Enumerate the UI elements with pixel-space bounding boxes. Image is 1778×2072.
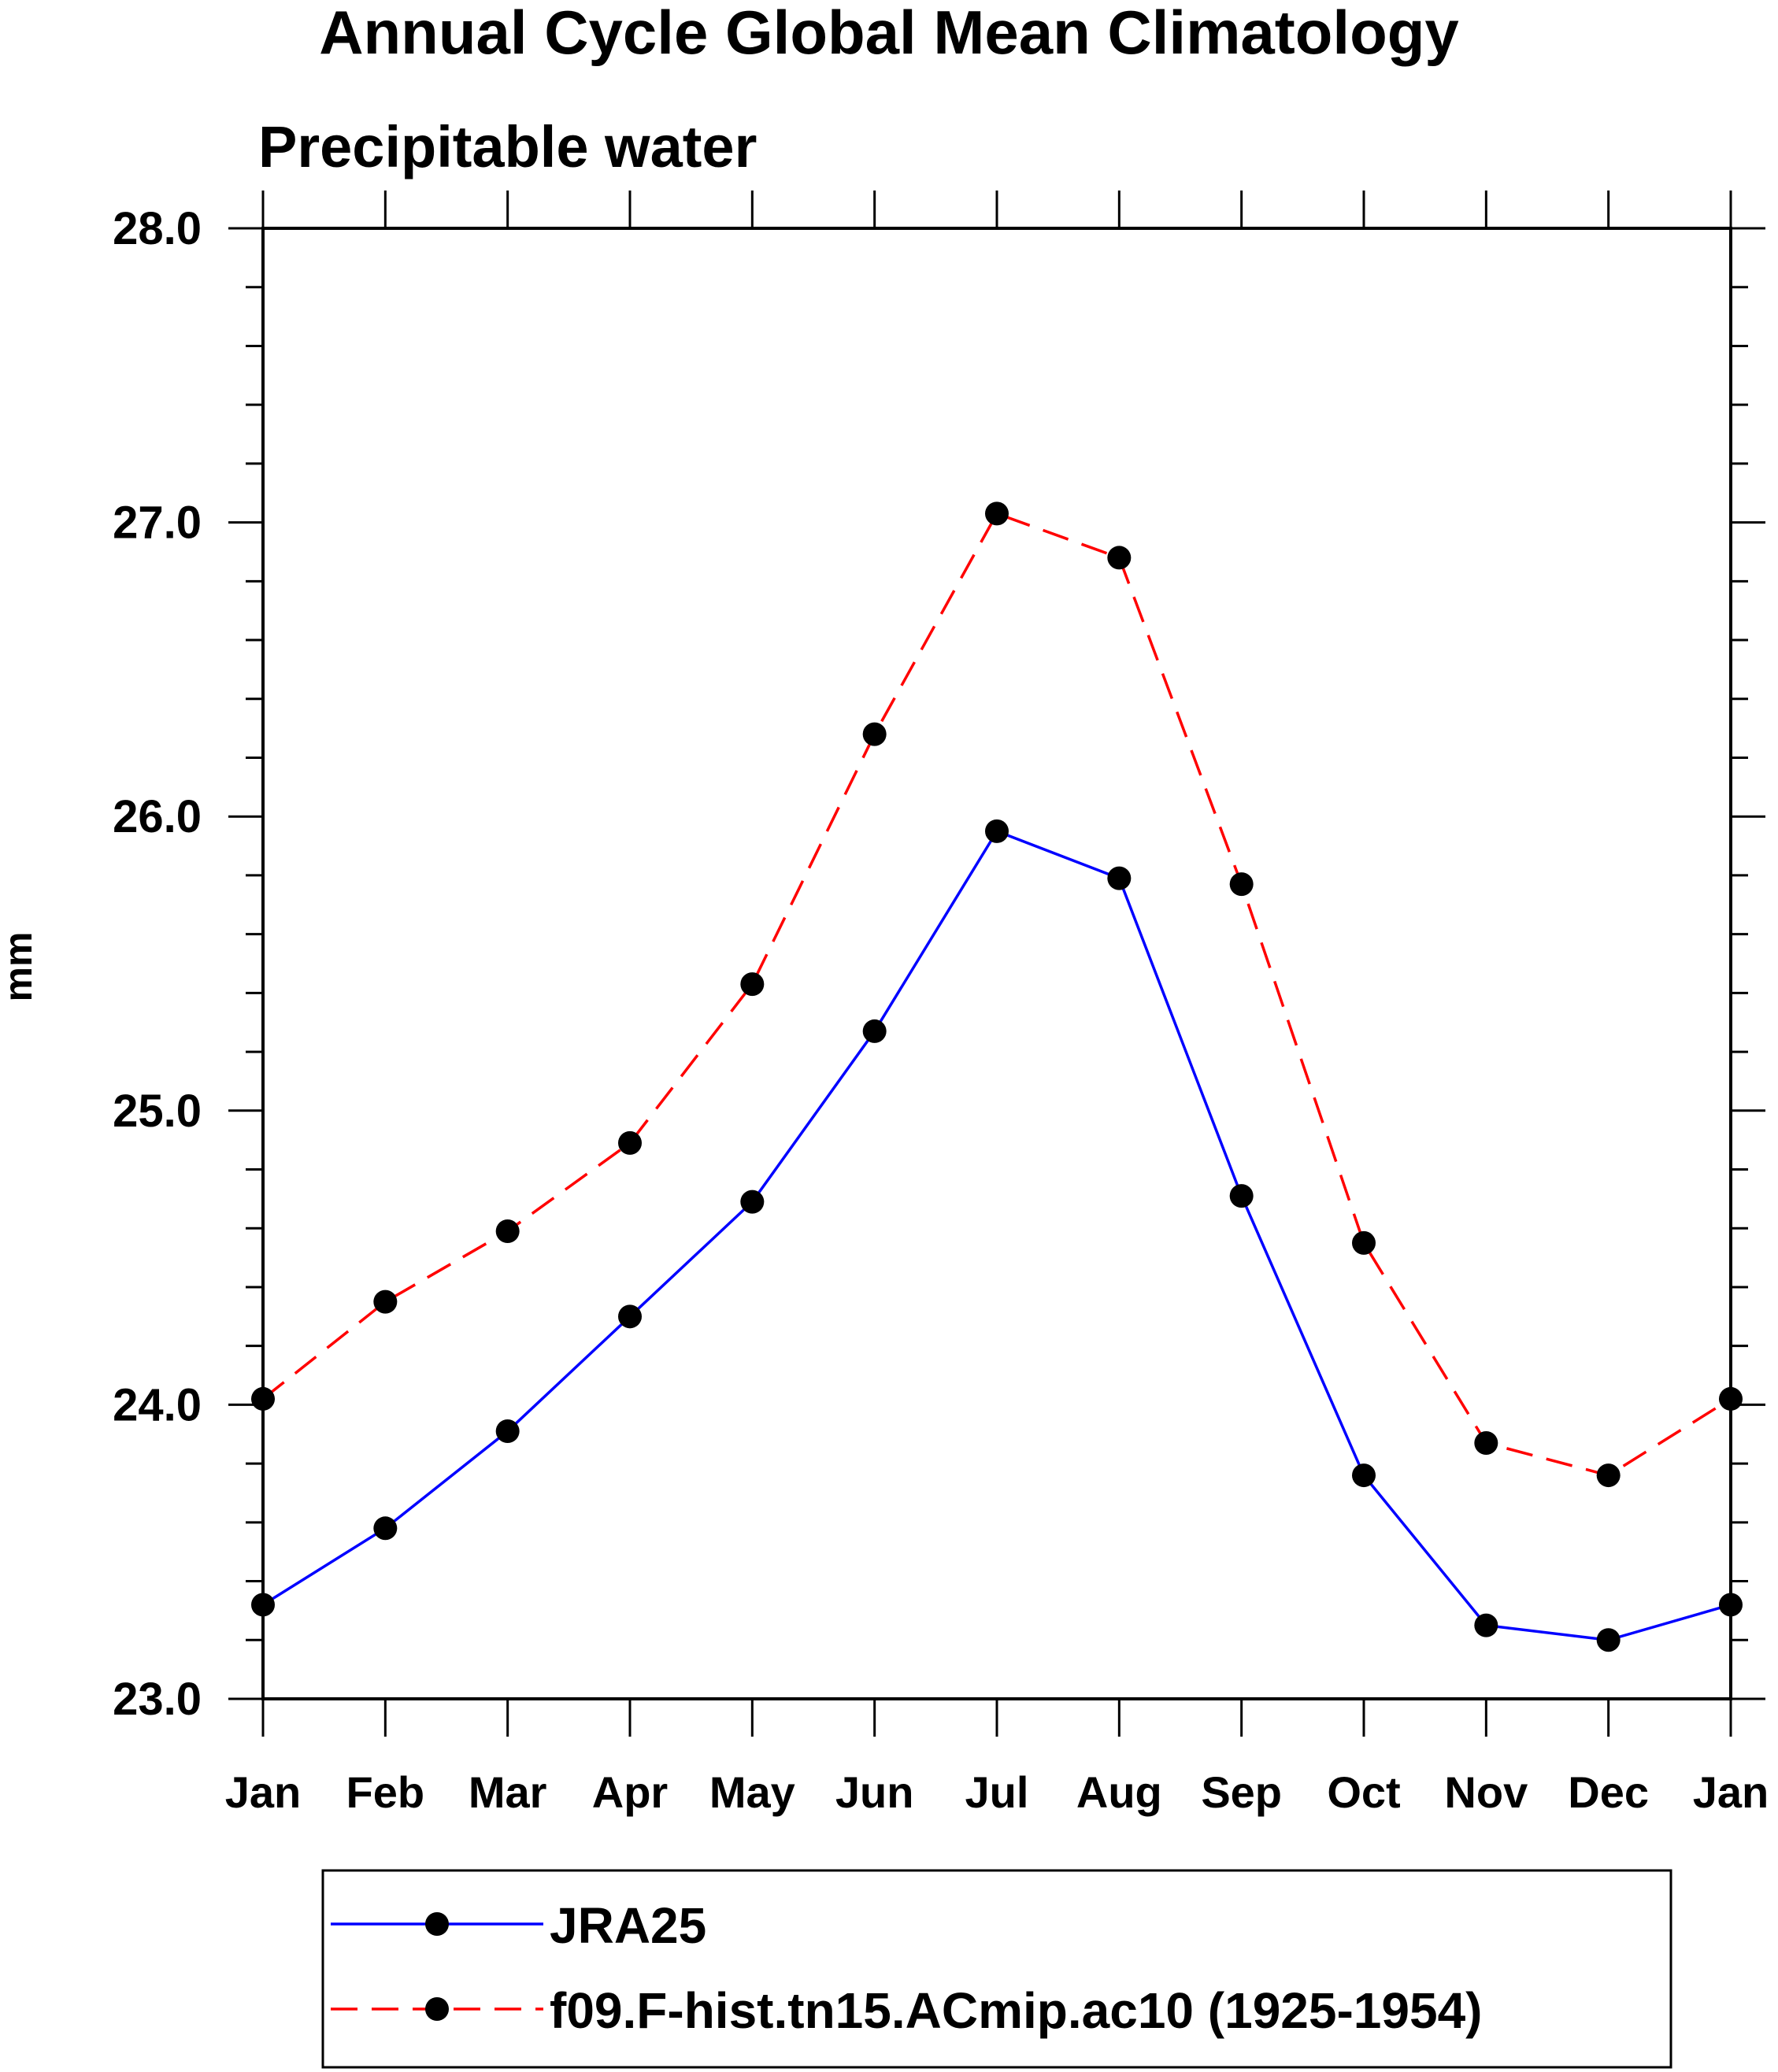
y-tick-label: 28.0 bbox=[113, 203, 202, 254]
x-tick-label: Apr bbox=[592, 1767, 668, 1817]
series-0-point bbox=[1352, 1463, 1376, 1488]
series-1-point bbox=[985, 501, 1009, 526]
series-1-point bbox=[1229, 872, 1254, 897]
series-0-point bbox=[740, 1190, 765, 1214]
series-1-point bbox=[740, 972, 765, 997]
y-tick-labels: 23.0 24.0 25.0 26.0 27.0 28.0 bbox=[113, 203, 202, 1725]
y-tick-label: 25.0 bbox=[113, 1086, 202, 1137]
series-1-point bbox=[862, 722, 887, 746]
series-1-point bbox=[1596, 1463, 1621, 1488]
series-1-point bbox=[1352, 1230, 1376, 1255]
series-0-point bbox=[1474, 1613, 1498, 1637]
y-tick-label: 24.0 bbox=[113, 1379, 202, 1430]
series-0-point bbox=[1107, 866, 1132, 890]
x-tick-label: Oct bbox=[1327, 1767, 1400, 1817]
series-0-point bbox=[985, 819, 1009, 843]
x-tick-label: Nov bbox=[1444, 1767, 1528, 1817]
chart-subtitle: Precipitable water bbox=[258, 114, 757, 179]
plot-area-frame bbox=[261, 227, 1732, 1700]
series-1-point bbox=[1107, 546, 1132, 570]
legend-box bbox=[321, 1869, 1672, 2069]
series-1-point bbox=[1719, 1386, 1743, 1411]
series-1-point bbox=[618, 1130, 642, 1155]
x-tick-label: Mar bbox=[469, 1767, 547, 1817]
x-tick-label: Sep bbox=[1201, 1767, 1282, 1817]
chart-title: Annual Cycle Global Mean Climatology bbox=[319, 0, 1459, 67]
axis-ticks bbox=[228, 191, 1765, 1737]
x-tick-label: May bbox=[709, 1767, 795, 1817]
legend-marker-1 bbox=[425, 1997, 449, 2021]
legend: JRA25 f09.F-hist.tn15.ACmip.ac10 (1925-19… bbox=[321, 1869, 1672, 2069]
series-0-point bbox=[862, 1019, 887, 1043]
y-tick-label: 23.0 bbox=[113, 1674, 202, 1725]
series-lines bbox=[261, 512, 1732, 1642]
y-axis-label: mm bbox=[0, 932, 40, 1002]
series-0-point bbox=[618, 1304, 642, 1329]
series-1-point bbox=[373, 1289, 398, 1314]
legend-label-0: JRA25 bbox=[550, 1897, 706, 1954]
series-1-point bbox=[1474, 1430, 1498, 1455]
series-0-point bbox=[495, 1419, 520, 1444]
y-tick-label: 27.0 bbox=[113, 498, 202, 549]
series-0-point bbox=[1229, 1184, 1254, 1208]
legend-marker-0 bbox=[425, 1912, 449, 1936]
series-1-point bbox=[495, 1219, 520, 1243]
x-tick-label: Dec bbox=[1568, 1767, 1649, 1817]
series-line-0 bbox=[262, 829, 1732, 1642]
x-tick-label: Feb bbox=[346, 1767, 425, 1817]
x-tick-labels: Jan Feb Mar Apr May Jun Jul Aug Sep Oct Nov Dec Jan bbox=[225, 1767, 1769, 1817]
y-tick-label: 26.0 bbox=[113, 791, 202, 842]
x-tick-label: Jan bbox=[225, 1767, 302, 1817]
x-tick-label: Jun bbox=[835, 1767, 914, 1817]
series-0-point bbox=[373, 1516, 398, 1541]
series-0-point bbox=[251, 1593, 275, 1617]
series-0-point bbox=[1719, 1593, 1743, 1617]
legend-label-1: f09.F-hist.tn15.ACmip.ac10 (1925-1954) bbox=[550, 1982, 1482, 2039]
x-tick-label: Jul bbox=[965, 1767, 1029, 1817]
series-1-point bbox=[251, 1386, 275, 1411]
x-tick-label: Jan bbox=[1693, 1767, 1769, 1817]
series-markers bbox=[251, 501, 1743, 1652]
x-tick-label: Aug bbox=[1076, 1767, 1162, 1817]
series-line-1 bbox=[261, 512, 1732, 1477]
series-0-point bbox=[1596, 1628, 1621, 1652]
